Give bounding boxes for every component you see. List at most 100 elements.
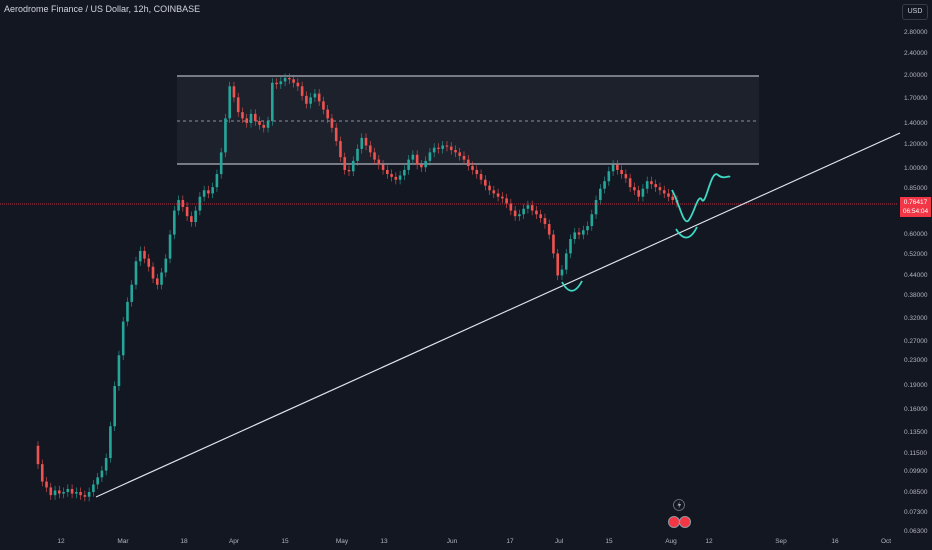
candle-body	[603, 181, 606, 189]
projected-path[interactable]	[671, 173, 731, 223]
y-tick: 0.44000	[904, 272, 928, 279]
candle-body	[245, 118, 249, 123]
candle-body	[556, 253, 560, 276]
candle-body	[134, 261, 138, 285]
event-markers[interactable]	[668, 499, 691, 528]
countdown-timer: 06:54:04	[902, 208, 929, 215]
candle-body	[70, 488, 74, 494]
candles-group	[36, 73, 679, 502]
highlight-curve-aug[interactable]	[675, 226, 698, 239]
candle-body	[194, 210, 197, 223]
candle-body	[437, 147, 440, 149]
candle-body	[390, 174, 393, 177]
candle-body	[492, 190, 496, 194]
candle-body	[288, 77, 291, 80]
candle-body	[83, 495, 87, 497]
candle-body	[356, 148, 359, 161]
candle-body	[181, 200, 185, 207]
candle-body	[539, 214, 542, 219]
candle-body	[466, 159, 470, 166]
candle-body	[177, 200, 180, 211]
y-tick: 0.13500	[904, 429, 928, 436]
candle-body	[628, 178, 632, 188]
x-tick: 12	[57, 538, 65, 545]
candle-body	[386, 169, 389, 175]
candle-body	[454, 150, 457, 153]
candle-body	[262, 124, 266, 128]
candle-body	[586, 226, 589, 231]
candle-body	[224, 118, 227, 153]
candle-body	[79, 492, 82, 496]
candle-body	[509, 203, 513, 211]
candle-body	[488, 185, 491, 191]
y-tick: 0.09900	[904, 468, 928, 475]
candle-body	[547, 224, 551, 235]
candle-body	[347, 169, 351, 172]
chart-plot-area	[0, 73, 901, 502]
y-tick: 0.32000	[904, 315, 928, 322]
candle-body	[522, 208, 525, 215]
candle-body	[36, 445, 40, 465]
candle-body	[633, 187, 636, 191]
candle-body	[45, 481, 48, 488]
candle-body	[241, 112, 244, 119]
candle-body	[147, 258, 151, 267]
candle-body	[573, 232, 577, 240]
candle-body	[40, 464, 44, 482]
event-icon[interactable]	[668, 516, 680, 528]
candle-body	[407, 159, 410, 170]
candle-body	[449, 146, 453, 151]
x-tick: 16	[831, 538, 839, 545]
candle-body	[424, 160, 427, 168]
candle-body	[283, 77, 287, 82]
last-price-badge: 0.76417 06:54:04	[900, 197, 931, 217]
candle-body	[53, 490, 57, 496]
candle-body	[620, 169, 623, 175]
y-tick: 1.20000	[904, 141, 928, 148]
candle-body	[475, 169, 479, 175]
candle-body	[428, 152, 432, 161]
candle-body	[215, 174, 219, 188]
candle-body	[560, 269, 564, 276]
candle-body	[654, 184, 657, 188]
candle-body	[530, 205, 534, 211]
candle-body	[62, 492, 65, 494]
candle-body	[228, 86, 231, 119]
candle-body	[219, 152, 223, 175]
candle-body	[292, 79, 295, 83]
trend-line[interactable]	[95, 132, 901, 498]
candle-body	[552, 234, 555, 254]
candle-body	[496, 193, 500, 197]
x-tick: Jul	[555, 538, 564, 545]
candle-body	[415, 154, 419, 165]
candle-body	[249, 113, 253, 123]
candle-body	[441, 145, 444, 149]
candle-body	[258, 121, 261, 125]
highlight-curve-jul[interactable]	[561, 280, 583, 292]
candle-body	[641, 188, 645, 197]
candle-body	[637, 190, 640, 197]
y-tick: 0.07300	[904, 509, 928, 516]
candle-body	[305, 95, 308, 104]
candle-body	[96, 477, 99, 485]
x-tick: Oct	[881, 538, 891, 545]
candle-body	[49, 487, 53, 496]
x-tick: 15	[605, 538, 613, 545]
y-tick: 2.00000	[904, 72, 928, 79]
candle-body	[151, 266, 155, 279]
event-icon[interactable]	[679, 516, 691, 528]
x-tick: Apr	[229, 538, 240, 545]
candle-body	[658, 187, 662, 191]
y-tick: 0.06300	[904, 528, 928, 535]
currency-button[interactable]: USD	[902, 4, 928, 20]
candle-body	[373, 152, 376, 160]
candle-body	[569, 239, 572, 254]
candle-body	[607, 171, 611, 182]
x-tick: 12	[705, 538, 713, 545]
y-tick: 2.40000	[904, 50, 928, 57]
chart-title: Aerodrome Finance / US Dollar, 12h, COIN…	[4, 4, 201, 14]
candle-body	[330, 118, 334, 128]
y-tick: 0.23000	[904, 357, 928, 364]
candle-body	[394, 176, 398, 180]
